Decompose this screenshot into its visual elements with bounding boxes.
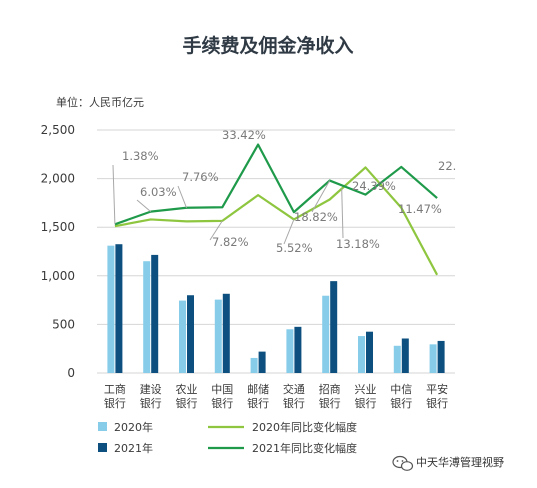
bar-2021 <box>187 295 194 373</box>
bar-2020 <box>286 329 294 373</box>
series-line-2021 <box>114 143 438 226</box>
bar-2021 <box>437 340 445 373</box>
annotation-label: 22. <box>438 159 456 173</box>
annotation-label: 13.18% <box>336 237 380 251</box>
annotation-leader <box>112 164 116 225</box>
chart-title: 手续费及佣金净收入 <box>182 34 353 57</box>
bar-2020 <box>179 300 186 373</box>
bar-2021 <box>401 338 409 373</box>
annotation-label: 33.42% <box>222 128 266 142</box>
x-tick-label: 交通 <box>283 382 305 396</box>
watermark: 中天华溥管理视野 <box>392 455 504 471</box>
y-tick-label: 1,000 <box>41 269 75 283</box>
annotation-leaders <box>112 164 344 245</box>
x-tick-label: 招商 <box>319 382 341 396</box>
legend-swatch <box>98 443 107 452</box>
legend-label: 2021年同比变化幅度 <box>252 441 357 455</box>
legend: 2020年 2021年 2020年同比变化幅度 2021年同比变化幅度 <box>98 420 357 455</box>
bar-2021 <box>294 326 302 373</box>
annotation-leader <box>341 188 344 239</box>
annotation-leader <box>283 219 295 245</box>
x-tick-label: 银行 <box>283 396 305 410</box>
series-line-2020 <box>114 166 439 276</box>
y-tick-label: 0 <box>67 366 75 380</box>
annotation-leader <box>209 220 223 241</box>
x-tick-label: 银行 <box>140 396 162 410</box>
annotation-label: 6.03% <box>140 185 177 199</box>
annotation-leader <box>311 180 331 213</box>
x-tick-label: 银行 <box>390 396 412 410</box>
y-tick-label: 2,500 <box>41 123 75 137</box>
bar-series <box>107 244 445 373</box>
bar-2020 <box>250 357 258 373</box>
x-tick-label: 银行 <box>176 396 198 410</box>
bar-2020 <box>214 299 222 373</box>
bar-2021 <box>151 254 159 373</box>
x-tick-label: 银行 <box>247 396 269 410</box>
bar-2020 <box>358 336 365 373</box>
line-series <box>114 143 439 276</box>
annotation-label: 5.52% <box>276 241 313 255</box>
annotation-label: 24.39% <box>352 179 396 193</box>
bar-2021 <box>258 351 266 373</box>
x-tick-label: 银行 <box>355 396 377 410</box>
bar-2020 <box>107 245 115 373</box>
annotation-leader <box>177 185 187 208</box>
bar-2021 <box>366 331 373 373</box>
x-tick-label: 银行 <box>426 396 448 410</box>
bar-2020 <box>393 345 401 373</box>
legend-label: 2020年同比变化幅度 <box>252 420 357 434</box>
bar-2020 <box>143 261 151 373</box>
x-tick-label: 银行 <box>211 396 233 410</box>
bar-2020 <box>429 344 437 373</box>
x-tick-label: 兴业 <box>355 383 377 396</box>
annotation-label: 18.82% <box>294 210 338 224</box>
x-tick-label: 银行 <box>319 396 341 410</box>
bar-2020 <box>322 295 330 373</box>
x-tick-label: 建设 <box>140 382 162 396</box>
x-tick-label: 中信 <box>390 383 412 396</box>
x-tick-label: 中国 <box>211 383 233 396</box>
bar-2021 <box>115 244 123 373</box>
bar-2021 <box>222 293 230 373</box>
annotation-label: 7.76% <box>182 170 219 184</box>
annotation-label: 7.82% <box>212 235 249 249</box>
y-tick-label: 2,000 <box>41 172 75 186</box>
x-tick-label: 银行 <box>104 396 126 410</box>
annotations: 1.38% 6.03% 7.76% 33.42% 7.82% 5.52% 18.82% 13.… <box>122 128 456 255</box>
wechat-icon <box>392 455 414 471</box>
y-tick-label: 1,500 <box>41 220 75 234</box>
y-axis-ticks: 0 500 1,000 1,500 2,000 2,500 <box>41 123 75 380</box>
unit-label: 单位：人民币亿元 <box>56 95 144 109</box>
legend-swatch <box>98 422 107 431</box>
annotation-label: 1.38% <box>122 149 159 163</box>
x-tick-label: 农业 <box>176 382 198 396</box>
annotation-label: 11.47% <box>398 202 442 216</box>
x-tick-label: 平安 <box>426 382 448 396</box>
legend-label: 2021年 <box>114 441 153 455</box>
legend-label: 2020年 <box>114 420 153 434</box>
bar-2021 <box>330 281 338 373</box>
x-tick-label: 工商 <box>104 382 126 396</box>
watermark-text: 中天华溥管理视野 <box>416 455 504 469</box>
x-tick-label: 邮储 <box>247 382 269 396</box>
annotation-leader <box>136 199 152 213</box>
y-tick-label: 500 <box>52 317 75 331</box>
